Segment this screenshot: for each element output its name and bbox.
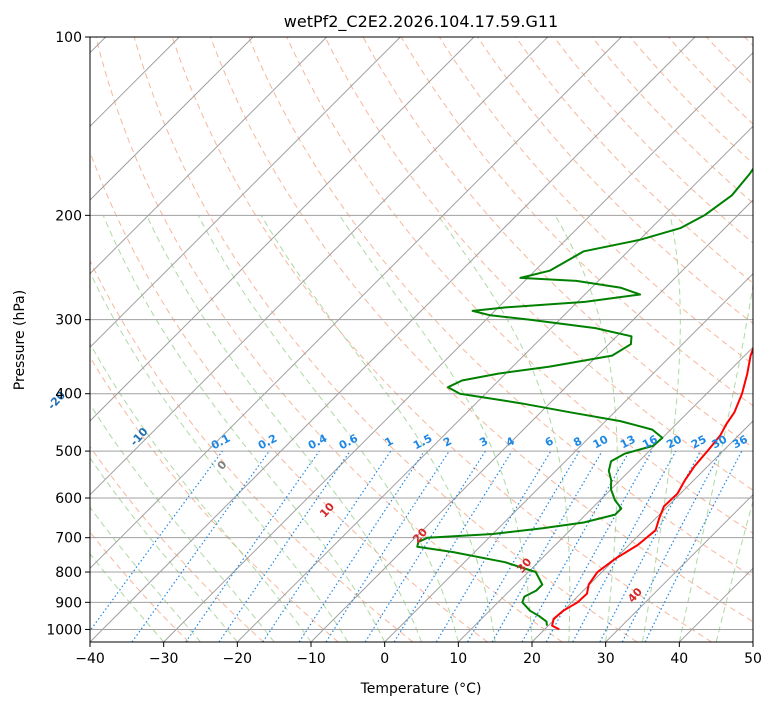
moist-adiabat-line	[90, 506, 201, 642]
isotherm-line	[90, 37, 328, 275]
moist-adiabat-line	[437, 215, 571, 642]
x-tick-label: 30	[597, 651, 615, 667]
x-tick-label: 50	[744, 651, 762, 667]
mixing-ratio-label: 10	[591, 433, 611, 452]
mixing-ratio-line	[90, 450, 223, 632]
mixing-ratio-line	[185, 450, 320, 642]
y-tick-label: 500	[55, 444, 82, 460]
isotherm-line	[384, 272, 753, 642]
y-tick-label: 100	[55, 30, 82, 46]
mixing-ratio-line	[572, 450, 677, 642]
isotherm-line	[310, 199, 753, 642]
mixing-ratio-label: 16	[640, 433, 660, 452]
x-tick-label: 10	[449, 651, 467, 667]
mixing-ratio-line	[491, 450, 603, 642]
dry-adiabat-line	[629, 37, 753, 165]
mixing-ratio-label: 25	[689, 433, 709, 452]
y-tick-label: 400	[55, 387, 82, 403]
plot-frame	[89, 36, 754, 643]
mixing-ratio-label: 20	[664, 433, 684, 452]
mixing-ratio-line	[521, 450, 631, 642]
mixing-ratio-label: 30	[710, 433, 730, 452]
dry-adiabat-line	[515, 37, 753, 284]
y-tick-label: 900	[55, 595, 82, 611]
mixing-ratio-label: 36	[730, 433, 750, 452]
y-tick-label: 300	[55, 313, 82, 329]
y-tick-label: 1000	[46, 622, 82, 638]
mixing-ratio-label: 13	[618, 433, 638, 452]
mixing-ratio-line	[218, 450, 351, 642]
dry-adiabat-line	[171, 37, 712, 642]
mixing-ratio-line	[435, 450, 552, 642]
y-axis-title: Pressure (hPa)	[12, 290, 28, 390]
moist-adiabat-line	[146, 215, 422, 642]
y-tick-label: 800	[55, 565, 82, 581]
x-tick-label: −20	[223, 651, 253, 667]
dry-adiabat-line	[400, 37, 753, 407]
moist-adiabat-line	[90, 457, 238, 642]
isotherm-line	[90, 37, 475, 422]
dry-adiabat-line	[248, 37, 753, 578]
dry-adiabat-line	[133, 37, 638, 642]
mixing-ratio-line	[325, 450, 450, 642]
x-tick-label: −30	[149, 651, 179, 667]
isotherm-line	[531, 420, 753, 642]
dry-adiabat-line	[324, 37, 753, 491]
x-axis-title: Temperature (°C)	[360, 681, 482, 697]
mixing-ratio-line	[364, 450, 486, 642]
moist-adiabat-line	[678, 282, 753, 642]
mixing-ratio-line	[131, 450, 270, 642]
y-tick-label: 200	[55, 208, 82, 224]
isotherm-line	[457, 346, 753, 642]
x-tick-label: −40	[75, 651, 105, 667]
moist-adiabat-line	[90, 342, 312, 642]
dry-adiabat-line	[591, 37, 753, 204]
moist-adiabat-line	[260, 215, 496, 642]
y-tick-label: 600	[55, 491, 82, 507]
mixing-ratio-line	[466, 450, 580, 642]
isotherm-line	[605, 493, 753, 642]
dry-adiabat-line	[90, 259, 414, 642]
moist-adiabat-line	[102, 215, 386, 642]
x-tick-label: 40	[670, 651, 688, 667]
isotherm-line	[90, 37, 549, 496]
dry-adiabat-line	[477, 37, 753, 325]
profiles	[416, 167, 753, 631]
x-tick-label: 0	[380, 651, 389, 667]
isotherm-line	[90, 37, 696, 642]
dewpoint-profile	[416, 167, 753, 626]
isotherm-line	[236, 125, 753, 642]
moist-adiabat-line	[90, 403, 275, 642]
isotherm-line	[163, 51, 753, 642]
moist-adiabat-line	[197, 215, 459, 642]
moist-adiabat-line	[339, 215, 533, 642]
moist-adiabat-line	[554, 215, 618, 642]
chart-title: wetPf2_C2E2.2026.104.17.59.G11	[284, 12, 558, 32]
temperature-profile	[551, 345, 753, 631]
dry-adiabat-line	[90, 445, 264, 642]
isotherm-line	[90, 37, 401, 349]
dry-adiabat-line	[95, 37, 563, 642]
mixing-ratio-line	[393, 450, 513, 642]
y-tick-label: 700	[55, 531, 82, 547]
x-tick-label: −10	[296, 651, 326, 667]
isotherm-line	[90, 37, 622, 570]
axis-ticks: −40 −30 −20 −10 0 10 20 30 40 50 100 200 300 400 500 60…	[46, 30, 762, 667]
isotherm-line	[90, 37, 254, 201]
dry-adiabat-line	[210, 37, 753, 623]
x-tick-label: 20	[523, 651, 541, 667]
